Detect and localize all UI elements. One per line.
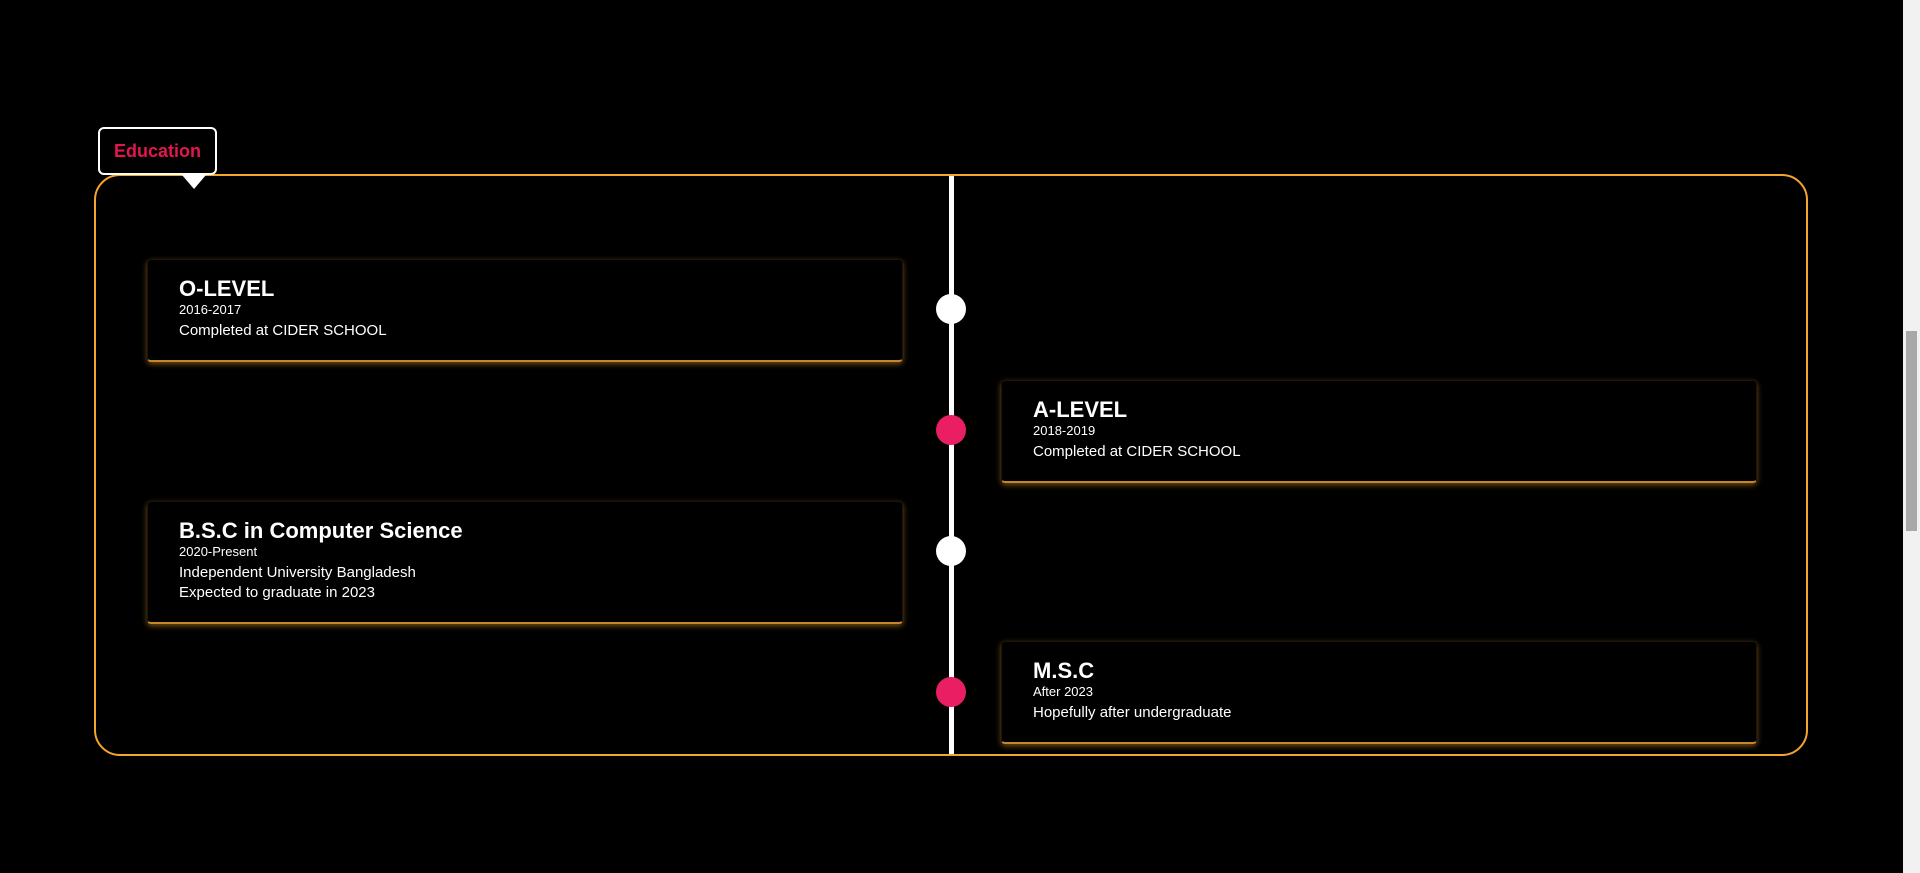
card-description: Hopefully after undergraduate: [1033, 704, 1232, 721]
card-years: 2020-Present: [179, 544, 258, 559]
tag-pointer: [182, 175, 206, 189]
timeline-card-bsc: B.S.C in Computer Science 2020-Present I…: [147, 501, 903, 624]
timeline-dot: [936, 677, 966, 707]
card-title: A-LEVEL: [1033, 397, 1128, 422]
card-description: Independent University Bangladesh: [179, 564, 416, 581]
timeline-card-o-level: O-LEVEL 2016-2017 Completed at CIDER SCH…: [147, 259, 903, 362]
section-tag-education: Education: [98, 127, 217, 175]
card-description: Expected to graduate in 2023: [179, 584, 375, 601]
timeline-dot: [936, 536, 966, 566]
card-title: O-LEVEL: [179, 276, 275, 301]
card-description: Completed at CIDER SCHOOL: [179, 322, 387, 339]
section-title: Education: [113, 140, 201, 161]
timeline-card-msc: M.S.C After 2023 Hopefully after undergr…: [1001, 641, 1757, 744]
timeline-line: [949, 176, 954, 754]
card-title: B.S.C in Computer Science: [179, 518, 463, 543]
card-title: M.S.C: [1033, 658, 1095, 683]
timeline-dot: [936, 415, 966, 445]
vertical-scrollbar[interactable]: [1903, 0, 1920, 873]
card-years: 2018-2019: [1033, 423, 1096, 438]
scrollbar-thumb[interactable]: [1906, 331, 1917, 531]
card-description: Completed at CIDER SCHOOL: [1033, 443, 1241, 460]
timeline-dot: [936, 294, 966, 324]
card-years: After 2023: [1033, 684, 1093, 699]
timeline-card-a-level: A-LEVEL 2018-2019 Completed at CIDER SCH…: [1001, 380, 1757, 483]
card-years: 2016-2017: [179, 302, 242, 317]
